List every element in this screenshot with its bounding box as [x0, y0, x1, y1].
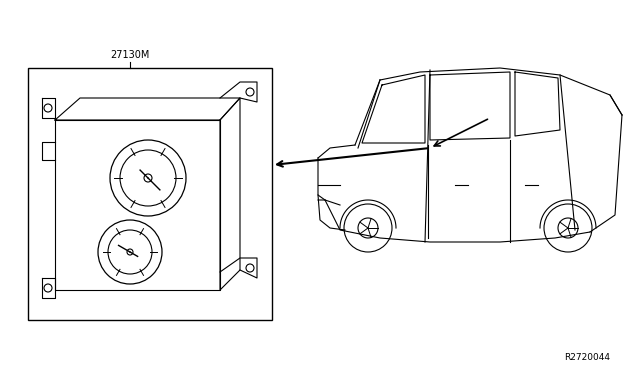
Bar	[28, 68, 272, 320]
Text: R2720044: R2720044	[564, 353, 610, 362]
Text: 27130M: 27130M	[110, 50, 150, 60]
